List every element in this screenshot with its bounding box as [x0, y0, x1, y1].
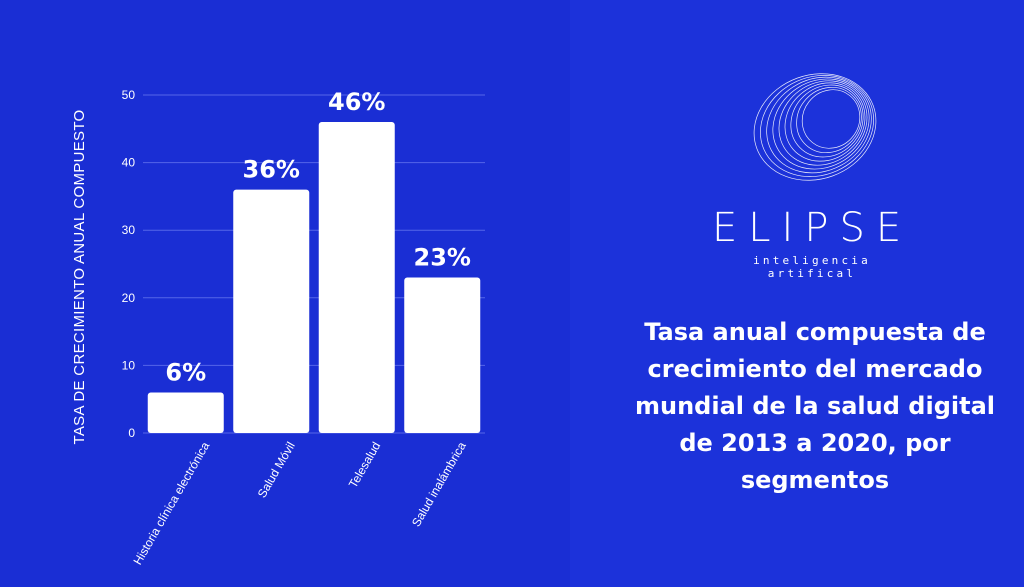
bars — [147, 122, 481, 433]
bar — [147, 392, 224, 433]
category-label: Salud inalámbrica — [409, 439, 469, 529]
category-label: Salud Móvil — [255, 440, 298, 501]
y-tick-label: 30 — [122, 223, 136, 237]
category-labels: Historia clínica electrónica Salud Móvil T… — [131, 439, 469, 567]
category-label: Historia clínica electrónica — [131, 439, 213, 567]
bar — [233, 189, 310, 433]
y-tick-label: 40 — [122, 156, 136, 170]
data-labels: 6% 36% 46% 23% — [165, 88, 471, 386]
y-tick-label: 0 — [128, 426, 135, 440]
data-label: 6% — [165, 358, 206, 386]
y-axis-ticks: 0 10 20 30 40 50 — [122, 88, 136, 440]
y-tick-label: 10 — [122, 358, 136, 372]
category-label: Telesalud — [346, 440, 383, 491]
data-label: 46% — [328, 88, 385, 116]
bar — [404, 277, 481, 433]
y-tick-label: 20 — [122, 291, 136, 305]
brand-tagline: inteligencia artifical — [753, 254, 871, 280]
chart-description: Tasa anual compuesta de crecimiento del … — [635, 318, 995, 494]
brand-name: ELIPSE — [712, 205, 913, 251]
bar-chart: 0 10 20 30 40 50 6% 36% 46% 23% Historia clínica… — [71, 88, 485, 567]
elipse-logo-icon — [753, 73, 877, 181]
y-tick-label: 50 — [122, 88, 136, 102]
y-axis-title: TASA DE CRECIMIENTO ANUAL COMPUESTO — [71, 109, 88, 444]
data-label: 23% — [414, 244, 471, 272]
bar — [318, 122, 395, 433]
data-label: 36% — [243, 156, 300, 184]
